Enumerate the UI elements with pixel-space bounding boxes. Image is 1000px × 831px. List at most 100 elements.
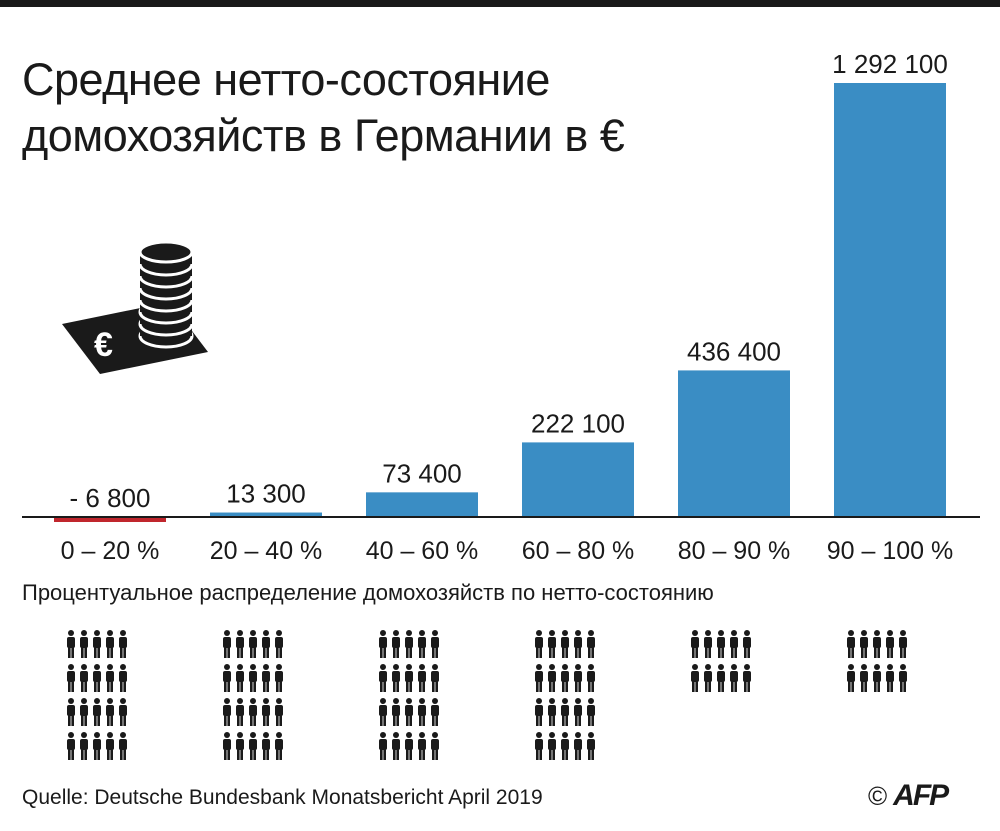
person-icon (704, 630, 712, 658)
person-icon (561, 630, 569, 658)
person-icon (392, 630, 400, 658)
person-icon (93, 732, 101, 760)
person-icon (561, 732, 569, 760)
person-icon (587, 630, 595, 658)
person-icon (119, 630, 127, 658)
person-icon (717, 664, 725, 692)
bar-4 (678, 370, 790, 517)
person-icon (405, 630, 413, 658)
person-icon (223, 630, 231, 658)
person-icon (80, 698, 88, 726)
person-icon (548, 732, 556, 760)
afp-logo: AFP (893, 779, 949, 812)
chart-title: Среднее нетто-состояние домохозяйств в Г… (22, 54, 625, 161)
category-label-1: 20 – 40 % (210, 537, 323, 565)
person-icon (574, 664, 582, 692)
person-icon (67, 698, 75, 726)
person-icon (379, 698, 387, 726)
value-label-5: 1 292 100 (832, 49, 948, 79)
person-icon (535, 732, 543, 760)
bar-5 (834, 83, 946, 517)
value-label-3: 222 100 (531, 408, 625, 438)
person-icon (899, 630, 907, 658)
person-icon (80, 732, 88, 760)
person-icon (106, 698, 114, 726)
person-icon (717, 630, 725, 658)
person-icon (561, 698, 569, 726)
person-icon (860, 630, 868, 658)
household-group-3 (535, 630, 595, 760)
person-icon (691, 664, 699, 692)
value-label-4: 436 400 (687, 336, 781, 366)
person-icon (730, 664, 738, 692)
person-icon (236, 630, 244, 658)
person-icon (223, 698, 231, 726)
bar-3 (522, 442, 634, 517)
category-label-5: 90 – 100 % (827, 537, 954, 565)
person-icon (899, 664, 907, 692)
person-icon (223, 732, 231, 760)
person-icon (587, 698, 595, 726)
category-label-0: 0 – 20 % (61, 537, 160, 565)
person-icon (236, 664, 244, 692)
household-group-4 (691, 630, 751, 692)
person-icon (119, 698, 127, 726)
person-icon (431, 630, 439, 658)
afp-credit: © AFP (868, 779, 949, 813)
category-label-3: 60 – 80 % (522, 537, 635, 565)
person-icon (574, 630, 582, 658)
person-icon (691, 630, 699, 658)
person-icon (249, 732, 257, 760)
person-icon (262, 732, 270, 760)
person-icon (249, 630, 257, 658)
person-icon (236, 698, 244, 726)
top-bar (0, 0, 1000, 7)
person-icon (67, 664, 75, 692)
person-icon (873, 664, 881, 692)
household-group-5 (847, 630, 907, 692)
person-icon (873, 630, 881, 658)
category-label-4: 80 – 90 % (678, 537, 791, 565)
person-icon (886, 664, 894, 692)
person-icon (93, 664, 101, 692)
person-icon (418, 630, 426, 658)
category-label-2: 40 – 60 % (366, 537, 479, 565)
person-icon (743, 630, 751, 658)
person-icon (548, 630, 556, 658)
person-icon (379, 732, 387, 760)
household-group-1 (223, 630, 283, 760)
copyright-symbol: © (868, 780, 888, 811)
person-icon (275, 664, 283, 692)
person-icon (119, 664, 127, 692)
person-icon (80, 630, 88, 658)
person-icon (392, 698, 400, 726)
bar-1 (210, 512, 322, 517)
source-note: Quelle: Deutsche Bundesbank Monatsberich… (22, 786, 543, 809)
person-icon (275, 732, 283, 760)
household-group-2 (379, 630, 439, 760)
person-icon (431, 732, 439, 760)
person-icon (847, 664, 855, 692)
money-stack-icon: € (62, 240, 208, 374)
person-icon (67, 630, 75, 658)
value-label-1: 13 300 (226, 479, 306, 509)
person-icon (275, 630, 283, 658)
person-icon (405, 698, 413, 726)
person-icon (730, 630, 738, 658)
person-icon (743, 664, 751, 692)
person-icon (80, 664, 88, 692)
person-icon (119, 732, 127, 760)
value-label-0: - 6 800 (70, 483, 151, 513)
person-icon (379, 664, 387, 692)
household-group-0 (67, 630, 127, 760)
person-icon (392, 732, 400, 760)
person-icon (574, 698, 582, 726)
person-icon (574, 732, 582, 760)
person-icon (535, 664, 543, 692)
person-icon (106, 664, 114, 692)
person-icon (106, 732, 114, 760)
person-icon (236, 732, 244, 760)
person-icon (704, 664, 712, 692)
bar-0 (54, 517, 166, 522)
